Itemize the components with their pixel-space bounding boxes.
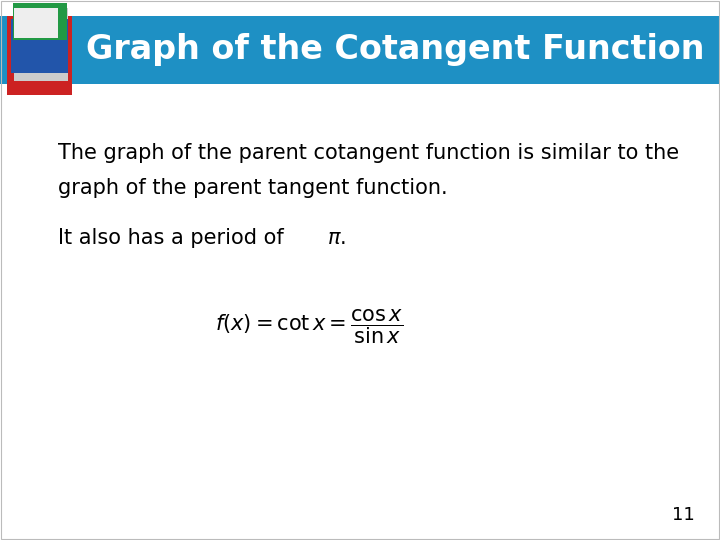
FancyBboxPatch shape: [14, 8, 68, 81]
FancyBboxPatch shape: [13, 3, 67, 40]
FancyBboxPatch shape: [11, 19, 68, 73]
Text: $f(x) = \cot x = \dfrac{\cos x}{\sin x}$: $f(x) = \cot x = \dfrac{\cos x}{\sin x}$: [215, 308, 404, 346]
FancyBboxPatch shape: [7, 16, 72, 94]
Text: 11: 11: [672, 506, 695, 524]
Text: It also has a period of: It also has a period of: [58, 228, 290, 248]
Text: The graph of the parent cotangent function is similar to the: The graph of the parent cotangent functi…: [58, 143, 679, 163]
Text: Graph of the Cotangent Function: Graph of the Cotangent Function: [86, 33, 705, 66]
FancyBboxPatch shape: [14, 8, 58, 38]
Text: graph of the parent tangent function.: graph of the parent tangent function.: [58, 178, 447, 198]
Text: $\pi$.: $\pi$.: [327, 228, 346, 248]
FancyBboxPatch shape: [0, 16, 720, 84]
